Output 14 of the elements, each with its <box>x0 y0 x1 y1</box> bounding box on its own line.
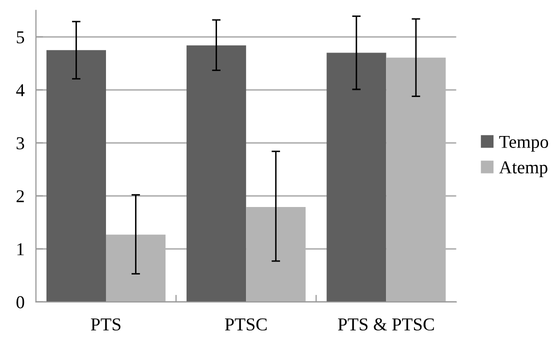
x-tick-label: PTS <box>90 318 120 330</box>
x-tick-label: PTSC <box>225 318 267 330</box>
bar <box>326 52 386 302</box>
y-tick-label: 5 <box>16 31 24 44</box>
y-tick-label: 0 <box>16 296 24 308</box>
bar <box>186 45 246 302</box>
x-tick-label: PTS & PTSC <box>338 318 434 330</box>
legend-label: Tempo <box>499 136 548 152</box>
bar <box>46 50 106 302</box>
legend-label: Atemp <box>499 161 548 178</box>
y-tick-label: 2 <box>16 190 24 202</box>
y-tick-label: 3 <box>16 137 24 150</box>
y-tick-label: 4 <box>16 84 25 96</box>
y-tick-label: 1 <box>17 243 24 256</box>
